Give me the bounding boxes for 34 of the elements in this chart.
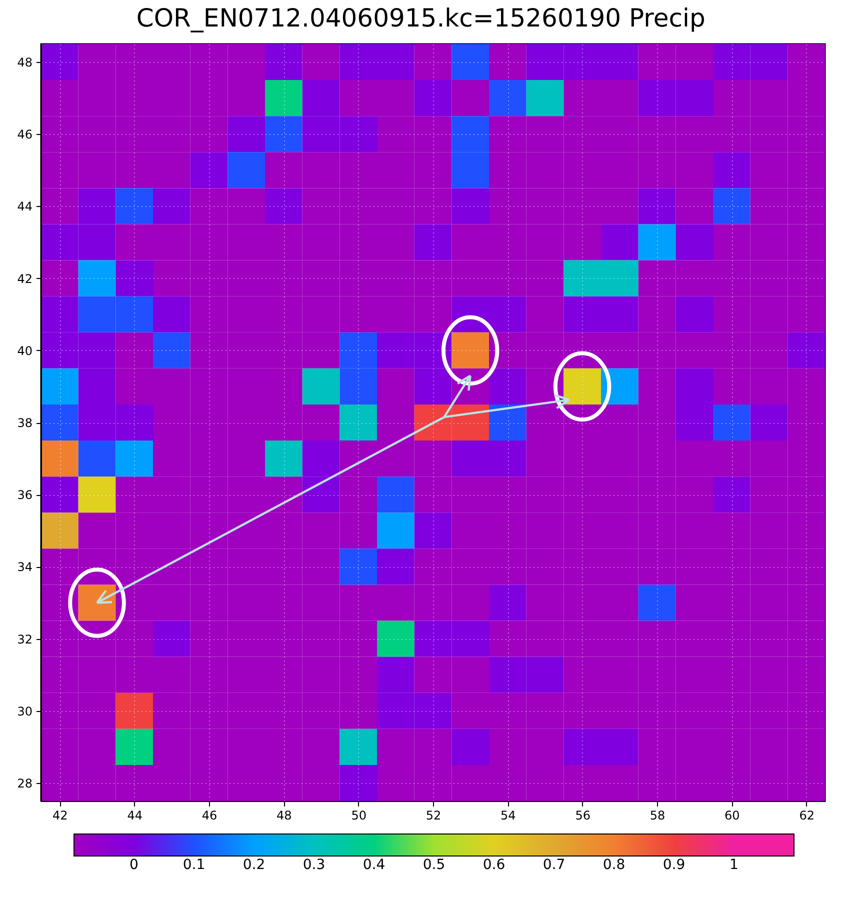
y-tick-label: 38 bbox=[17, 416, 32, 430]
y-tick-label: 32 bbox=[17, 632, 32, 646]
color-bar-label: 0.2 bbox=[242, 857, 266, 873]
y-tick-label: 28 bbox=[17, 776, 32, 790]
y-tick-label: 42 bbox=[17, 272, 32, 286]
x-tick-label: 52 bbox=[426, 808, 442, 822]
color-bar-label: 0.1 bbox=[182, 857, 206, 873]
y-tick-label: 48 bbox=[17, 56, 32, 70]
color-bar-label: 0.8 bbox=[602, 857, 626, 873]
x-tick-label: 56 bbox=[575, 808, 590, 822]
x-tick-label: 54 bbox=[500, 808, 516, 822]
color-bar-label: 0.4 bbox=[362, 857, 386, 873]
x-tick-label: 46 bbox=[202, 808, 218, 822]
x-tick-label: 44 bbox=[127, 808, 142, 822]
y-tick-label: 36 bbox=[17, 488, 32, 502]
color-bar-label: 0.5 bbox=[422, 857, 446, 873]
color-bar-label: 1 bbox=[730, 857, 738, 873]
y-tick-label: 46 bbox=[17, 128, 32, 142]
color-bar-label: 0.3 bbox=[302, 857, 326, 873]
x-tick-label: 62 bbox=[799, 808, 814, 822]
color-bar-label: 0.9 bbox=[662, 857, 686, 873]
y-tick-label: 34 bbox=[17, 560, 32, 574]
x-tick-label: 42 bbox=[52, 808, 68, 822]
x-tick-label: 50 bbox=[351, 808, 366, 822]
x-tick-label: 58 bbox=[650, 808, 666, 822]
y-tick-label: 40 bbox=[17, 344, 32, 358]
color-bar-label: 0.6 bbox=[482, 857, 506, 873]
color-bar-label: 0 bbox=[130, 857, 138, 873]
chart-title: COR_EN0712.04060915.kc=15260190 Precip bbox=[136, 3, 706, 32]
x-tick-label: 60 bbox=[724, 808, 740, 822]
y-tick-label: 30 bbox=[17, 704, 32, 718]
color-bar-label: 0.7 bbox=[542, 857, 566, 873]
y-tick-label: 44 bbox=[17, 200, 32, 214]
x-tick-label: 48 bbox=[276, 808, 292, 822]
